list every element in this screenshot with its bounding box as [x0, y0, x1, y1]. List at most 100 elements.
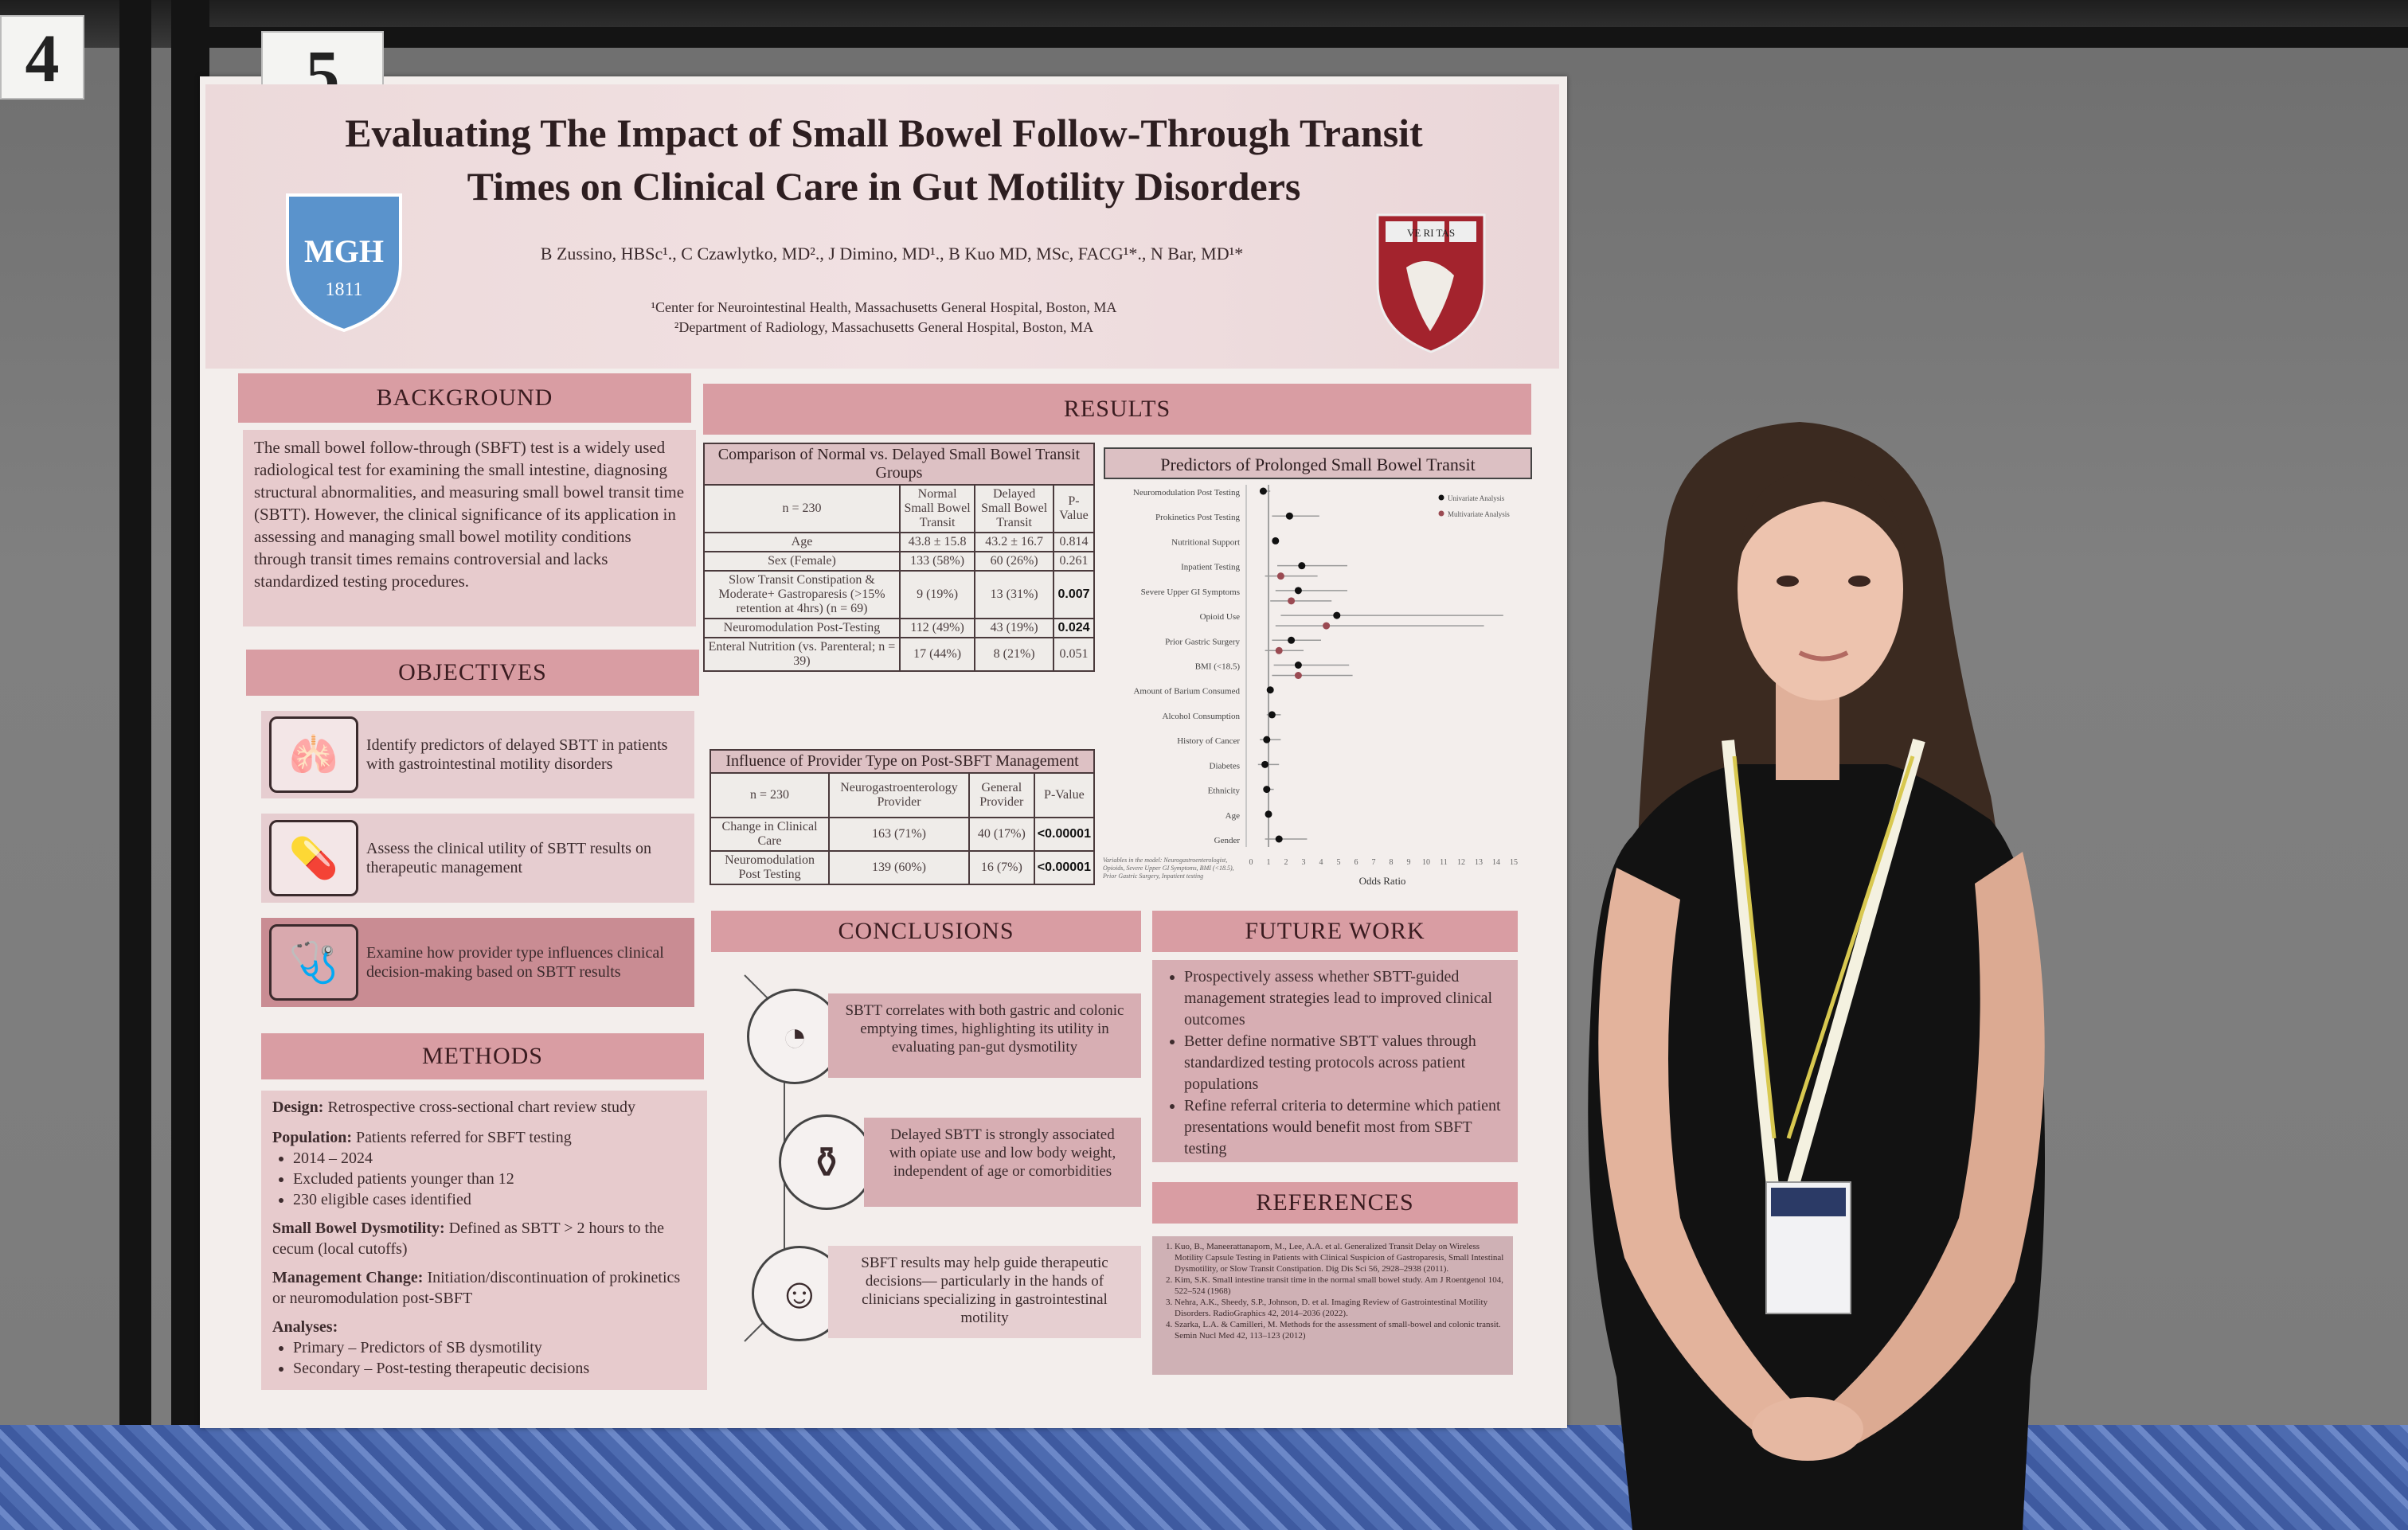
table-cell: Neuromodulation Post Testing [709, 850, 831, 885]
forest-footnote: Variables in the model: Neurogastroenter… [1103, 857, 1234, 880]
table-cell: Slow Transit Constipation & Moderate+ Ga… [703, 570, 901, 619]
multivariate-point [1276, 572, 1284, 580]
forest-row-label: Ethnicity [1208, 786, 1241, 796]
univariate-point [1272, 537, 1280, 544]
methods-text: Design: Retrospective cross-sectional ch… [261, 1091, 707, 1390]
intestine-icon: 🫁 [269, 716, 358, 793]
univariate-point [1263, 736, 1271, 744]
x-tick-label: 5 [1337, 858, 1341, 867]
table-row: Change in Clinical Care 163 (71%) 40 (17%)… [709, 817, 1096, 852]
forest-row-label: Age [1226, 811, 1240, 821]
conclusions-heading: CONCLUSIONS [711, 911, 1141, 952]
column-header: P-Value [1033, 772, 1096, 818]
univariate-point [1266, 686, 1274, 694]
column-header: Neurogastroenterology Provider [828, 772, 970, 818]
table-caption: Influence of Provider Type on Post-SBFT … [710, 749, 1095, 774]
forest-row-label: Amount of Barium Consumed [1133, 687, 1240, 697]
table-cell: Age [703, 532, 901, 552]
x-tick-label: 12 [1457, 858, 1465, 867]
table-cell: 0.814 [1053, 532, 1095, 552]
univariate-point [1285, 512, 1293, 520]
table-cell: Change in Clinical Care [709, 817, 831, 852]
table-cell: 133 (58%) [898, 551, 976, 572]
x-tick-label: 7 [1372, 858, 1376, 867]
affiliation: ¹Center for Neurointestinal Health, Mass… [651, 299, 1117, 315]
univariate-point [1259, 487, 1267, 495]
x-tick-label: 6 [1354, 858, 1358, 867]
forest-title: Predictors of Prolonged Small Bowel Tran… [1160, 455, 1475, 474]
conclusion-item: Delayed SBTT is strongly associated with… [864, 1118, 1141, 1207]
poster-title-line: Evaluating The Impact of Small Bowel Fol… [345, 111, 1423, 155]
reference-item: Nehra, A.K., Sheedy, S.P., Johnson, D. e… [1175, 1297, 1505, 1319]
univariate-point [1294, 662, 1302, 669]
background-text: The small bowel follow-through (SBFT) te… [243, 430, 696, 626]
univariate-point [1298, 562, 1306, 570]
medicine-bottle-icon: ⚱ [779, 1114, 874, 1210]
column-header: n = 230 [709, 772, 831, 818]
population-text: Patients referred for SBFT testing [356, 1129, 572, 1146]
table-cell: 139 (60%) [828, 850, 970, 885]
mgh-logo-text: MGH [304, 233, 384, 269]
arm [1598, 868, 1808, 1449]
poster-header [205, 84, 1559, 369]
table-cell: 17 (44%) [898, 637, 976, 672]
face [1738, 478, 1903, 701]
conclusion-item: SBFT results may help guide therapeutic … [828, 1246, 1141, 1338]
table-row: Age 43.8 ± 15.8 43.2 ± 16.7 0.814 [703, 532, 1095, 552]
table-caption: Comparison of Normal vs. Delayed Small B… [703, 443, 1095, 486]
board-number-card: 4 [0, 15, 84, 100]
column-header: Normal Small Bowel Transit [898, 484, 976, 533]
table-cell: 43.2 ± 16.7 [974, 532, 1054, 552]
legend-marker [1438, 494, 1444, 501]
table-cell: 60 (26%) [974, 551, 1054, 572]
forest-plot: Predictors of Prolonged Small Bowel Tran… [1103, 447, 1532, 887]
table-cell: Sex (Female) [703, 551, 901, 572]
univariate-point [1265, 810, 1272, 818]
analyses-bullet: Primary – Predictors of SB dysmotility [293, 1337, 696, 1358]
x-tick-label: 4 [1319, 858, 1323, 867]
reference-item: Szarka, L.A. & Camilleri, M. Methods for… [1175, 1319, 1505, 1341]
dysmotility-label: Small Bowel Dysmotility: [272, 1220, 445, 1237]
univariate-point [1294, 587, 1302, 595]
table-cell: 8 (21%) [974, 637, 1054, 672]
univariate-point [1275, 835, 1283, 843]
poster-title-line: Times on Clinical Care in Gut Motility D… [467, 164, 1301, 209]
forest-row-label: Alcohol Consumption [1163, 712, 1241, 721]
x-tick-label: 2 [1284, 858, 1288, 867]
management-text: Initiation/discontinuation of prokinetic… [272, 1269, 681, 1307]
stomach-icon: ◔ [747, 989, 842, 1084]
x-tick-label: 9 [1407, 858, 1411, 867]
forest-row-label: Diabetes [1210, 761, 1240, 771]
multivariate-point [1323, 622, 1331, 630]
x-tick-label: 13 [1475, 858, 1483, 867]
population-label: Population: [272, 1129, 353, 1146]
arm [1816, 852, 2045, 1449]
table-cell: 16 (7%) [968, 850, 1035, 885]
x-tick-label: 3 [1302, 858, 1306, 867]
affiliation: ²Department of Radiology, Massachusetts … [674, 319, 1094, 335]
results-heading: RESULTS [703, 384, 1531, 435]
future-work-item: Better define normative SBTT values thro… [1184, 1031, 1507, 1095]
multivariate-point [1294, 672, 1302, 679]
population-bullet: Excluded patients younger than 12 [293, 1169, 696, 1189]
univariate-point [1288, 636, 1296, 644]
authors: B Zussino, HBSc¹., C Czawlytko, MD²., J … [540, 244, 1244, 263]
mgh-logo: MGH 1811 [286, 193, 402, 332]
population-bullet: 2014 – 2024 [293, 1148, 696, 1169]
legend-entry: Multivariate Analysis [1448, 510, 1510, 518]
column-header: General Provider [968, 772, 1035, 818]
x-axis-label: Odds Ratio [1359, 875, 1406, 887]
forest-row-label: Nutritional Support [1171, 537, 1240, 547]
table-cell: 43 (19%) [974, 618, 1054, 638]
x-tick-label: 14 [1492, 858, 1500, 867]
forest-row-label: Prokinetics Post Testing [1155, 513, 1240, 522]
analyses-label: Analyses: [272, 1318, 338, 1336]
table-cell: 0.051 [1053, 637, 1095, 672]
table-cell: <0.00001 [1033, 850, 1096, 885]
x-tick-label: 15 [1510, 858, 1518, 867]
references-heading: REFERENCES [1152, 1182, 1518, 1224]
table-cell: 0.007 [1053, 570, 1095, 619]
design-label: Design: [272, 1099, 324, 1116]
table-cell: 43.8 ± 15.8 [898, 532, 976, 552]
forest-row-label: Inpatient Testing [1181, 563, 1240, 572]
